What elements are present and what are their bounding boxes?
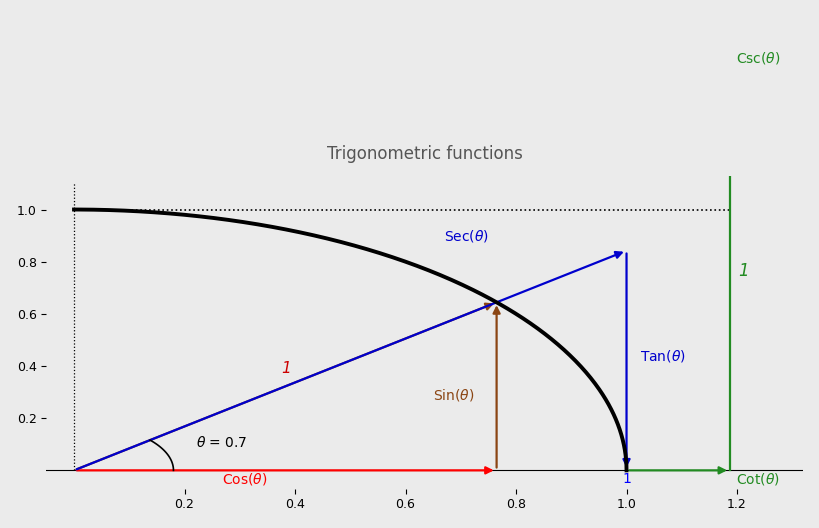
Text: 1: 1 — [622, 473, 630, 486]
Text: Tan($\theta$): Tan($\theta$) — [640, 348, 686, 364]
Text: Csc($\theta$): Csc($\theta$) — [735, 50, 779, 67]
Title: Trigonometric functions: Trigonometric functions — [327, 145, 523, 163]
Text: 1: 1 — [281, 361, 291, 376]
Text: Sin($\theta$): Sin($\theta$) — [432, 387, 474, 403]
Text: Cot($\theta$): Cot($\theta$) — [735, 471, 778, 487]
Text: Cos($\theta$): Cos($\theta$) — [222, 471, 267, 487]
Text: $\theta$ = 0.7: $\theta$ = 0.7 — [195, 435, 246, 450]
Text: 1: 1 — [737, 262, 748, 280]
Text: Sec($\theta$): Sec($\theta$) — [444, 228, 489, 244]
